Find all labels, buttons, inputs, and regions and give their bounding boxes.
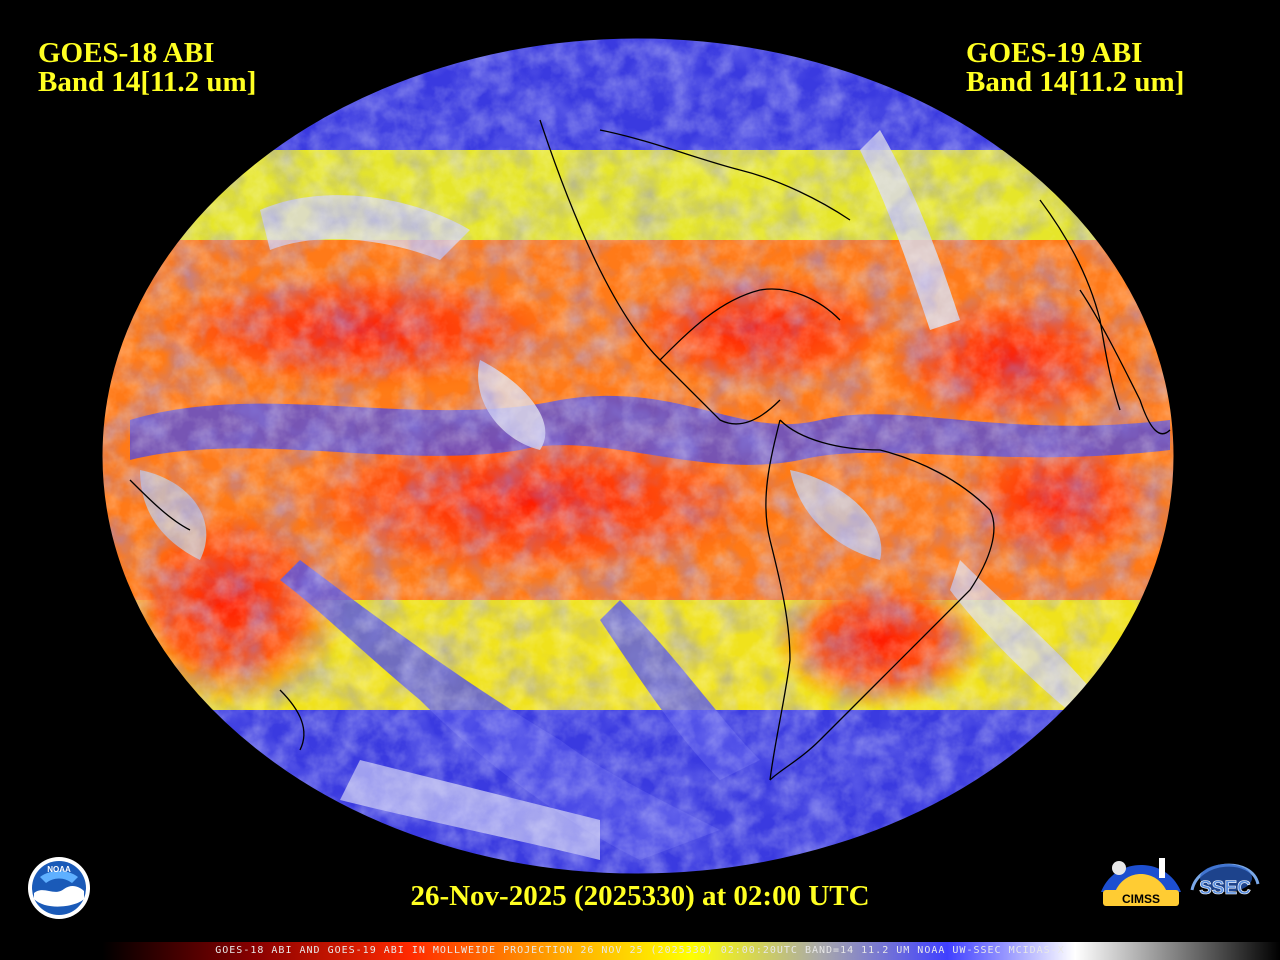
title-right: GOES-19 ABI Band 14[11.2 um] [966,39,1184,97]
globe-outline [101,37,1175,875]
title-left-satellite: GOES-18 ABI [38,37,215,69]
title-right-satellite: GOES-19 ABI [966,37,1143,69]
cimss-logo-text: CIMSS [1122,892,1160,906]
footer-caption: GOES-18 ABI AND GOES-19 ABI IN MOLLWEIDE… [215,945,1065,956]
cimss-logo-icon: CIMSS [1095,846,1187,910]
ssec-logo-text: SSEC [1199,878,1251,899]
globe-content [102,38,1174,874]
ssec-logo-icon: SSEC [1190,863,1260,899]
title-right-band: Band 14[11.2 um] [966,66,1185,98]
date-time-label: 26-Nov-2025 (2025330) at 02:00 UTC [410,880,870,912]
color-scale-bar [0,942,1280,960]
title-left: GOES-18 ABI Band 14[11.2 um] [38,39,256,97]
title-left-band: Band 14[11.2 um] [38,66,257,98]
coastline-outlines [129,119,1171,781]
noaa-logo-icon: NOAA [28,857,90,919]
noaa-logo-text: NOAA [47,865,71,874]
